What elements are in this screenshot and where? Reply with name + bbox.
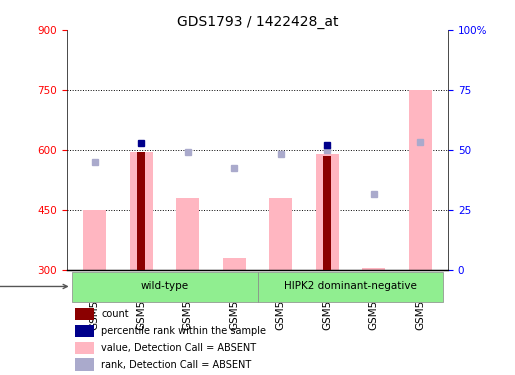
- Bar: [130, 152, 153, 270]
- Bar: [408, 90, 432, 270]
- Bar: [75, 325, 94, 337]
- Bar: [222, 258, 246, 270]
- Bar: [75, 308, 94, 320]
- Bar: [258, 272, 443, 302]
- Bar: [176, 198, 199, 270]
- Bar: [269, 198, 293, 270]
- Text: genotype/variation: genotype/variation: [0, 282, 67, 291]
- Text: value, Detection Call = ABSENT: value, Detection Call = ABSENT: [101, 343, 256, 353]
- Title: GDS1793 / 1422428_at: GDS1793 / 1422428_at: [177, 15, 338, 29]
- Text: rank, Detection Call = ABSENT: rank, Detection Call = ABSENT: [101, 360, 251, 369]
- Text: HIPK2 dominant-negative: HIPK2 dominant-negative: [284, 282, 417, 291]
- Bar: [83, 210, 107, 270]
- Bar: [316, 154, 339, 270]
- Text: count: count: [101, 309, 129, 319]
- Bar: [137, 152, 146, 270]
- Bar: [323, 156, 331, 270]
- Text: wild-type: wild-type: [141, 282, 188, 291]
- Bar: [72, 272, 258, 302]
- Bar: [75, 342, 94, 354]
- Bar: [75, 358, 94, 370]
- Bar: [362, 268, 385, 270]
- Text: percentile rank within the sample: percentile rank within the sample: [101, 326, 266, 336]
